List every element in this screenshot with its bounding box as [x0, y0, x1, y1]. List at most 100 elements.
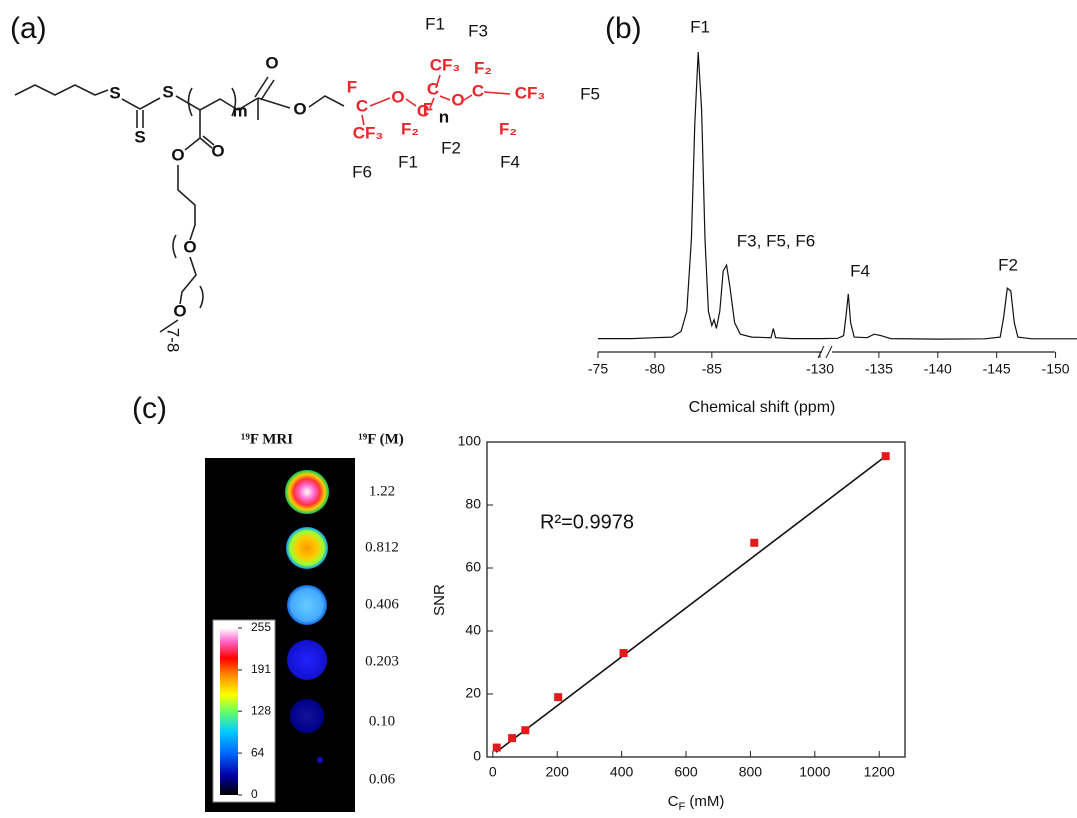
atom-label: O — [451, 90, 464, 109]
spectrum-line — [820, 288, 1077, 339]
panel-label: (b) — [605, 12, 642, 45]
x-tick-label: 1200 — [864, 764, 895, 780]
mri-header: ¹⁹F (M) — [358, 431, 404, 447]
spectrum-line — [598, 52, 820, 339]
nmr-spectrum: -75 -80 -85 -130 -135 -140 -145 -150 Chemical sh… — [588, 17, 1077, 416]
mri-image — [205, 458, 355, 812]
group-label: F1 — [425, 14, 445, 33]
colorbar-tick-label: 255 — [251, 620, 271, 634]
data-point — [554, 693, 562, 701]
figure: -75 -80 -85 -130 -135 -140 -145 -150 Chemical sh… — [0, 0, 1077, 818]
fit-line — [496, 456, 886, 752]
atom-label: F₂ — [499, 119, 517, 138]
y-tick-label: 100 — [458, 433, 482, 449]
colorbar-tick-label: 0 — [251, 787, 258, 801]
colorbar-tick-label: 128 — [251, 703, 271, 717]
x-axis-label: Chemical shift (ppm) — [689, 399, 836, 416]
x-tick-label: -85 — [702, 361, 722, 377]
x-tick-label: -145 — [983, 361, 1011, 377]
group-label: F1 — [398, 152, 418, 171]
peak-label: F4 — [850, 261, 870, 280]
group-label: F5 — [580, 84, 600, 103]
x-tick-label: -135 — [865, 361, 893, 377]
panel-label: (a) — [10, 12, 47, 45]
x-tick-label: -75 — [588, 361, 608, 377]
y-tick-label: 80 — [465, 496, 481, 512]
colorbar — [220, 628, 238, 795]
atom-label: F — [347, 77, 357, 96]
x-axis-label-part: C — [668, 793, 679, 810]
calibration-plot: 0 200 400 600 800 1000 1200 0 20 40 60 80 100 R²=0.99… — [431, 433, 905, 813]
x-tick-label: -150 — [1042, 361, 1070, 377]
concentration-label: 0.10 — [369, 713, 395, 729]
concentration-label: 1.22 — [369, 483, 395, 499]
atom-label: O — [173, 301, 186, 320]
concentration-label: 0.406 — [365, 596, 399, 612]
atom-label: C — [356, 96, 368, 115]
atom-label: CF₃ — [353, 123, 384, 142]
atom-label: F — [423, 99, 433, 118]
x-tick-label: 1000 — [799, 764, 830, 780]
r-squared: R²=0.9978 — [540, 511, 634, 533]
mri-sample — [285, 470, 329, 514]
atom-label: F₂ — [401, 119, 419, 138]
x-tick-label: -80 — [645, 361, 665, 377]
panel-label: (c) — [132, 392, 167, 425]
atom-label: C — [472, 81, 484, 100]
data-point — [521, 726, 529, 734]
x-tick-label: 400 — [610, 764, 634, 780]
peak-label: F2 — [998, 255, 1018, 274]
atom-label: S — [134, 127, 145, 146]
atom-label: O — [183, 237, 196, 256]
atom-label: CF₃ — [430, 55, 461, 74]
mri-sample — [290, 699, 324, 733]
data-point — [493, 744, 501, 752]
atom-label: O — [171, 145, 184, 164]
colorbar-tick-label: 64 — [251, 745, 265, 759]
x-tick-label: 200 — [546, 764, 570, 780]
page: { "panel_labels": ["(a)", "(b)", "(c)"],… — [0, 0, 1077, 818]
mri-header: ¹⁹F MRI — [241, 431, 293, 447]
x-axis-label: CF (mM) — [668, 793, 725, 813]
group-label: F3 — [468, 21, 488, 40]
peak-label: F1 — [690, 17, 710, 36]
y-axis-label: SNR — [431, 584, 448, 616]
y-tick-label: 60 — [465, 559, 481, 575]
atom-label: O — [391, 87, 404, 106]
x-tick-label: 600 — [674, 764, 698, 780]
mri-sample — [286, 527, 328, 569]
group-label: F2 — [441, 138, 461, 157]
x-axis-label-part: (mM) — [685, 793, 724, 810]
x-tick-label: 800 — [739, 764, 763, 780]
atom-label: S — [162, 82, 173, 101]
mri-sample — [287, 640, 327, 680]
atom-label: CF₃ — [515, 83, 546, 102]
y-tick-label: 0 — [473, 748, 481, 764]
colorbar-tick-label: 191 — [251, 662, 271, 676]
atom-label: O — [265, 53, 278, 72]
mri-sample — [317, 757, 323, 763]
atom-label: m — [232, 101, 247, 120]
x-tick-label: 0 — [489, 764, 497, 780]
structure-bonds — [15, 75, 510, 332]
x-tick-label: -130 — [806, 361, 834, 377]
atom-label: F₂ — [474, 58, 492, 77]
x-tick-label: -140 — [924, 361, 952, 377]
atom-label: S — [109, 83, 120, 102]
concentration-label: 0.812 — [365, 539, 399, 555]
atom-label: C — [427, 79, 439, 98]
atom-label: O — [293, 99, 306, 118]
data-point — [750, 539, 758, 547]
peak-label: F3, F5, F6 — [737, 231, 815, 250]
concentration-label: 0.203 — [365, 653, 399, 669]
data-point — [620, 649, 628, 657]
concentration-label: 0.06 — [369, 771, 396, 787]
atom-label: O — [211, 141, 224, 160]
y-tick-label: 20 — [465, 685, 481, 701]
group-label: F6 — [352, 162, 372, 181]
atom-label: 7-8 — [164, 328, 183, 353]
y-tick-label: 40 — [465, 622, 481, 638]
atom-label: n — [439, 107, 449, 126]
group-label: F4 — [500, 152, 520, 171]
data-point — [882, 452, 890, 460]
